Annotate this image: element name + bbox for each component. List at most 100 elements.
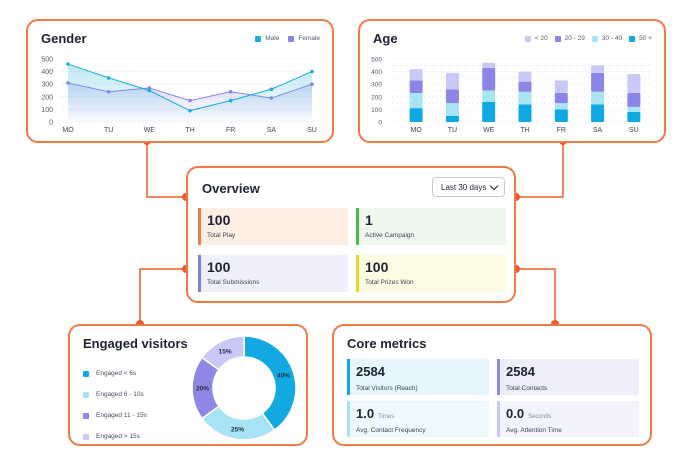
legend-label: Engaged 11 - 15s: [96, 412, 147, 419]
legend-item-50-plus[interactable]: 50 +: [629, 35, 652, 42]
bar-segment: [627, 111, 641, 122]
bar-segment: [554, 80, 568, 94]
series-area-male: [68, 64, 312, 122]
y-tick-label: 400: [41, 69, 53, 76]
x-tick-label: SA: [267, 127, 277, 134]
metric-avg-attention-time[interactable]: 0.0 Seconds Avg. Attention Time: [497, 401, 639, 437]
legend-item-under-20[interactable]: < 20: [524, 35, 548, 42]
data-point-male: [106, 76, 111, 80]
bar-segment: [409, 80, 423, 94]
metric-label: Total Contacts: [506, 385, 548, 392]
y-tick-label: 0: [49, 120, 53, 127]
legend-item-male[interactable]: Male: [255, 35, 279, 42]
date-range-value: Last 30 days: [441, 182, 487, 192]
x-tick-label: WE: [144, 127, 156, 134]
metric-label: Avg. Contact Frequency: [356, 427, 426, 434]
y-tick-label: 400: [371, 69, 382, 76]
bar-segment: [482, 62, 496, 68]
gender-card: Gender Male Female 0 100 200 300 400 500 MO TU W…: [26, 19, 334, 143]
age-card: Age < 20 20 - 29 30 - 40 50 + 0 100 200 300…: [358, 19, 666, 143]
y-tick-label: 200: [371, 94, 382, 101]
bar-segment: [445, 103, 459, 116]
bar-segment: [591, 91, 605, 105]
20-29-swatch: [554, 35, 561, 42]
tile-value: 100: [207, 212, 231, 228]
legend-label-30-40: 30 - 40: [601, 35, 623, 42]
slice-label: 20%: [196, 386, 209, 393]
bar-segment: [409, 108, 423, 122]
legend-item-engaged-6-10s[interactable]: Engaged 6 - 10s: [83, 384, 147, 405]
y-tick-label: 300: [371, 82, 382, 89]
bar-segment: [518, 71, 532, 82]
tile-label: Total Prizes Won: [365, 279, 414, 286]
connector-dot: [512, 265, 520, 273]
data-point-male: [228, 98, 233, 103]
female-swatch: [288, 35, 295, 42]
y-tick-label: 100: [371, 107, 382, 114]
x-tick-label: SA: [593, 127, 603, 134]
legend-label-female: Female: [298, 35, 320, 42]
metric-total-contacts[interactable]: 2584 Total Contacts: [497, 359, 639, 395]
overview-title: Overview: [202, 181, 260, 196]
bar-segment: [409, 69, 423, 81]
swatch: [83, 433, 89, 440]
legend-label-under-20: < 20: [534, 35, 548, 42]
bar-segment: [445, 72, 459, 90]
data-point-male: [147, 88, 152, 93]
metric-value: 2584: [506, 364, 535, 379]
x-tick-label: SU: [629, 127, 639, 134]
x-tick-label: WE: [483, 127, 495, 134]
legend-item-engaged-11-15s[interactable]: Engaged 11 - 15s: [83, 405, 147, 426]
x-tick-label: MO: [62, 127, 74, 134]
overview-tile-total-submissions[interactable]: 100 Total Submissions: [198, 255, 348, 292]
data-point-male: [66, 62, 70, 66]
50-plus-swatch: [629, 35, 636, 42]
donut-slice: [200, 335, 245, 371]
engaged-visitors-card: Engaged visitors Engaged < 6s Engaged 6 …: [68, 324, 308, 446]
swatch: [83, 370, 89, 377]
metric-avg-contact-frequency[interactable]: 1.0 Times Avg. Contact Frequency: [347, 401, 489, 437]
bar-segment: [591, 65, 605, 73]
bar-segment: [409, 93, 423, 109]
metric-value: 1.0: [356, 406, 375, 421]
core-metrics-card: Core metrics 2584 Total Visitors (Reach)…: [332, 324, 652, 446]
swatch: [83, 412, 89, 419]
legend-label-20-29: 20 - 29: [564, 35, 585, 42]
x-tick-label: TU: [448, 127, 457, 134]
legend-item-engaged-gt-15s[interactable]: Engaged > 15s: [83, 426, 147, 447]
y-tick-label: 200: [41, 94, 53, 101]
gender-legend: Male Female: [255, 35, 320, 42]
donut-slice: [243, 335, 297, 432]
legend-item-engaged-lt-6s[interactable]: Engaged < 6s: [83, 363, 147, 384]
data-point-male: [269, 87, 274, 92]
tile-label: Total Submissions: [207, 279, 260, 286]
metric-value: 2584: [356, 364, 385, 379]
age-bar-chart: 0 100 200 300 400 500 MO TU WE TH FR SA SU: [371, 57, 652, 134]
legend-label: Engaged > 15s: [96, 433, 140, 440]
overview-tile-total-play[interactable]: 100 Total Play: [198, 208, 348, 245]
y-tick-label: 0: [378, 120, 382, 127]
overview-tile-total-prizes-won[interactable]: 100 Total Prizes Won: [356, 255, 506, 292]
bar-segment: [554, 93, 568, 104]
metric-total-visitors[interactable]: 2584 Total Visitors (Reach): [347, 359, 489, 395]
y-tick-label: 500: [41, 57, 53, 64]
tile-value: 100: [207, 259, 231, 275]
bar-segment: [518, 81, 532, 92]
bar-segment: [445, 89, 459, 104]
overview-tile-active-campaign[interactable]: 1 Active Campaign: [356, 208, 506, 245]
bar-segment: [445, 115, 459, 122]
date-range-select[interactable]: Last 30 days: [432, 177, 505, 197]
male-swatch: [255, 35, 262, 42]
metric-unit: Times: [378, 414, 395, 420]
legend-item-20-29[interactable]: 20 - 29: [554, 35, 585, 42]
bar-segment: [518, 104, 532, 122]
bar-segment: [627, 74, 641, 94]
30-40-swatch: [591, 35, 598, 42]
gender-line-chart: 0 100 200 300 400 500 MO TU WE TH FR SA SU: [41, 57, 318, 134]
metric-unit: Seconds: [528, 414, 552, 420]
legend-item-30-40[interactable]: 30 - 40: [591, 35, 623, 42]
legend-item-female[interactable]: Female: [288, 35, 320, 42]
data-point-male: [310, 69, 314, 74]
x-tick-label: FR: [226, 127, 235, 134]
slice-label: 25%: [231, 426, 244, 433]
